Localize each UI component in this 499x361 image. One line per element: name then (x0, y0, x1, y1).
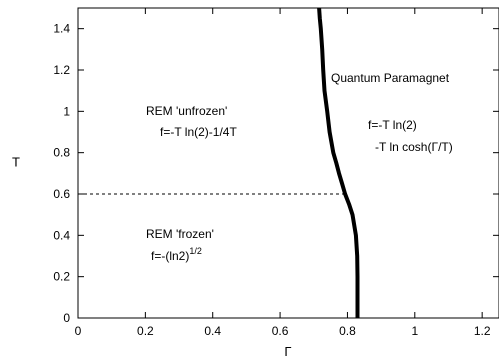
y-tick-label: 1 (63, 104, 70, 118)
y-tick-label: 0 (63, 311, 70, 325)
phase-boundary-line (317, 7, 360, 318)
rem-frozen-formula-base: f=-(ln2) (151, 249, 189, 263)
x-tick-label: 0.8 (339, 324, 356, 338)
quantum-paramagnet-title: Quantum Paramagnet (331, 71, 450, 85)
rem-frozen-formula: f=-(ln2)1/2 (151, 246, 202, 263)
quantum-paramagnet-formula-line1: f=-T ln(2) (368, 118, 417, 132)
x-tick-label: 0.4 (204, 324, 221, 338)
y-tick-label: 0.8 (53, 146, 70, 160)
x-tick-label: 0.2 (137, 324, 154, 338)
plot-frame (77, 7, 499, 319)
y-tick-label: 0.6 (53, 187, 70, 201)
quantum-paramagnet-formula-line2: -T ln cosh(Γ/T) (375, 140, 453, 154)
rem-frozen-title: REM 'frozen' (146, 227, 214, 241)
rem-unfrozen-formula: f=-T ln(2)-1/4T (160, 125, 237, 139)
x-tick-label: 1 (411, 324, 418, 338)
x-tick-label: 1.2 (474, 324, 491, 338)
y-tick-label: 0.4 (53, 228, 70, 242)
y-axis-label: T (12, 154, 20, 169)
rem-frozen-formula-exponent: 1/2 (189, 246, 202, 256)
y-tick-label: 0.2 (53, 270, 70, 284)
y-tick-label: 1.4 (53, 22, 70, 36)
x-tick-label: 0.6 (272, 324, 289, 338)
x-tick-label: 0 (75, 324, 82, 338)
rem-unfrozen-title: REM 'unfrozen' (146, 104, 227, 118)
y-tick-label: 1.2 (53, 63, 70, 77)
x-axis-label: Γ (284, 344, 291, 359)
